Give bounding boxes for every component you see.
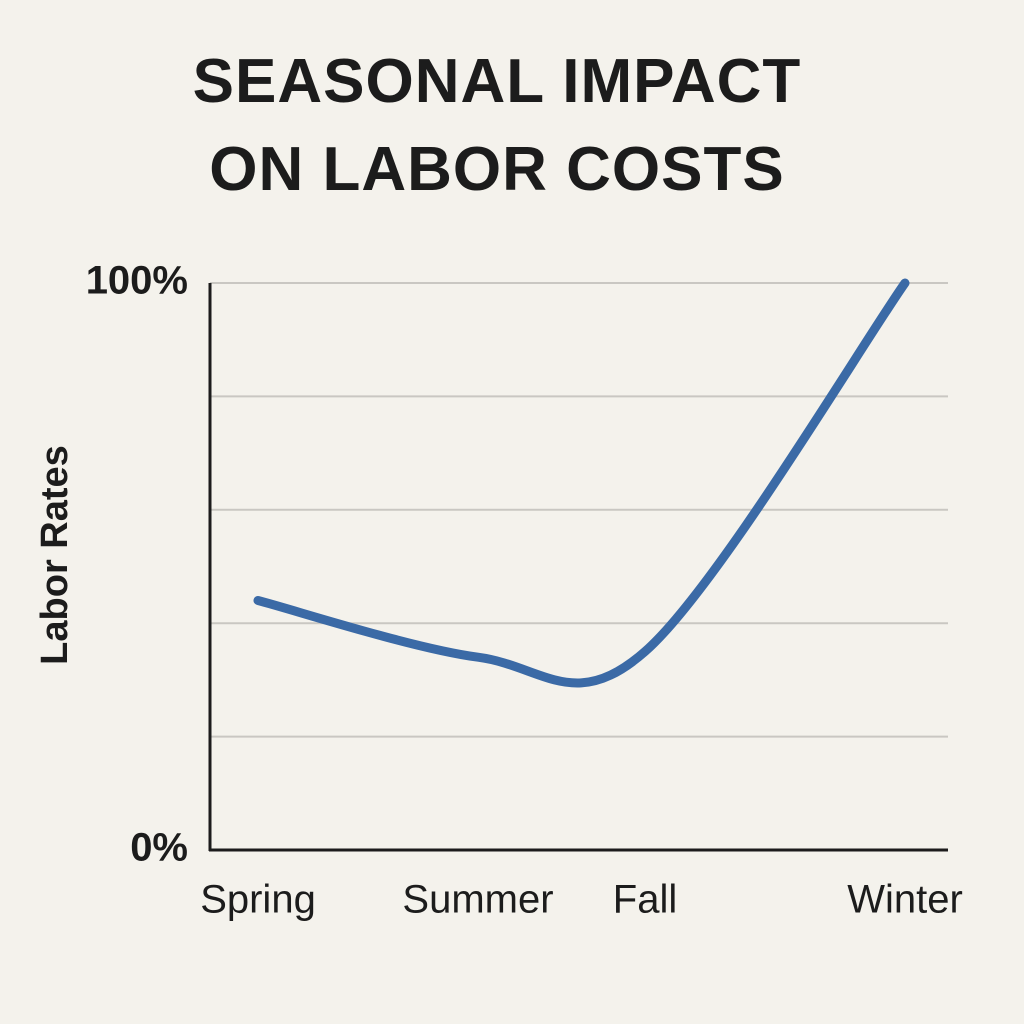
x-tick-label: Winter bbox=[847, 878, 963, 922]
x-tick-label: Spring bbox=[200, 878, 316, 922]
x-tick-label: Fall bbox=[613, 878, 677, 922]
x-tick-label: Summer bbox=[402, 878, 553, 922]
y-tick-label: 100% bbox=[86, 259, 188, 303]
y-axis-label: Labor Rates bbox=[34, 445, 76, 665]
line bbox=[253, 278, 910, 688]
y-tick-label: 0% bbox=[130, 826, 188, 870]
chart-title: SEASONAL IMPACT ON LABOR COSTS bbox=[192, 47, 802, 204]
